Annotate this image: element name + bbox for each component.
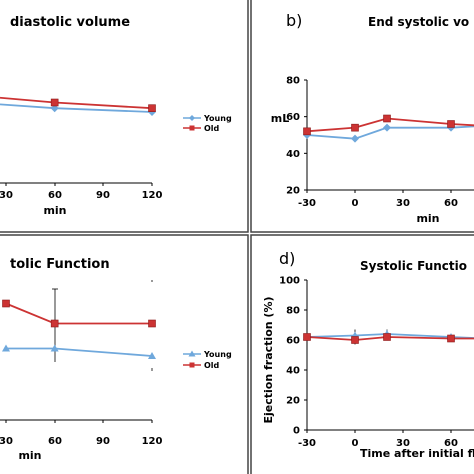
series-young-point — [351, 134, 359, 143]
panel-b-y-tick-label: 80 — [286, 76, 300, 87]
panel-d-y-axis-label: Ejection fraction (%) — [262, 297, 275, 424]
series-old-line — [54, 101, 153, 110]
panel-d-frame — [250, 234, 474, 474]
series-old-point — [303, 333, 311, 341]
panel-d-y-ticks: 0 20 40 60 80 100 — [279, 276, 307, 437]
panel-b-x-tick-label: 60 — [444, 198, 458, 209]
panel-b-x-tick-label: 30 — [396, 198, 410, 209]
series-old-point — [447, 120, 455, 128]
panel-a-x-tick-label: 90 — [96, 190, 110, 201]
panel-b-y-ticks: 20 40 60 80 — [286, 76, 307, 197]
panel-d-x-tick-label: -30 — [298, 438, 316, 449]
series-old-point — [303, 127, 311, 136]
series-old-point — [50, 98, 59, 107]
series-old-point — [447, 334, 455, 343]
panel-c-x-tick-label: 60 — [48, 436, 62, 447]
panel-b-y-tick-label: 40 — [286, 149, 300, 160]
panel-b-y-axis-label: mL — [271, 112, 289, 125]
panel-c: tolic Function 30 60 90 120 min Young Ol… — [0, 257, 232, 462]
series-old-point — [383, 333, 391, 341]
series-young-line — [6, 347, 153, 357]
legend-old-marker — [189, 362, 195, 368]
series-old-point — [2, 299, 10, 308]
panel-d-x-tick-label: 60 — [444, 438, 458, 449]
panel-a-title: diastolic volume — [10, 15, 130, 30]
series-young-line — [54, 107, 153, 113]
panel-d: d) Systolic Functio Ejection fraction (%… — [262, 249, 474, 460]
series-old-point — [148, 319, 156, 328]
panel-c-title: tolic Function — [10, 257, 110, 272]
panel-b-y-tick-label: 20 — [286, 186, 300, 197]
panel-a-x-axis-label: min — [43, 204, 66, 217]
series-young-point — [148, 352, 156, 359]
panel-d-data-marks — [303, 329, 474, 345]
panel-d-label: d) — [279, 249, 295, 268]
panel-d-x-tick-label: 0 — [352, 438, 359, 449]
panel-b-data-marks — [303, 114, 474, 143]
panel-b-title: End systolic vo — [368, 15, 469, 29]
panel-c-x-tick-label: 30 — [0, 436, 13, 447]
panel-a-legend: Young Old — [183, 114, 232, 133]
panel-a: diastolic volume 30 60 90 120 min Young … — [0, 15, 232, 217]
series-young-line-lead — [0, 103, 55, 110]
panel-b-y-tick-label: 60 — [286, 112, 300, 123]
series-young-point — [383, 123, 391, 132]
panel-d-x-axis-label: Time after initial fluid — [360, 447, 474, 460]
legend-old-label: Old — [204, 124, 220, 133]
legend-young-marker — [188, 350, 196, 357]
panel-d-y-tick-label: 60 — [286, 336, 300, 347]
panel-c-data-marks — [2, 280, 156, 371]
legend-old-label: Old — [204, 361, 220, 370]
series-old-line-lead — [0, 96, 55, 104]
panel-b-x-axis-label: min — [416, 212, 439, 225]
panel-c-legend: Young Old — [183, 350, 232, 370]
panel-a-x-tick-label: 30 — [0, 190, 13, 201]
panel-b-x-ticks: -30 0 30 60 — [298, 190, 458, 209]
series-young-point — [2, 344, 10, 352]
panel-c-x-tick-label: 120 — [142, 436, 163, 447]
panel-d-y-tick-label: 20 — [286, 396, 300, 407]
panel-a-frame — [0, 0, 249, 233]
series-old-point — [383, 114, 391, 123]
panel-b: b) End systolic vo mL min 20 40 60 80 -30 0 3… — [271, 11, 474, 225]
panel-b-x-tick-label: 0 — [352, 198, 359, 209]
panel-d-y-tick-label: 80 — [286, 306, 300, 317]
legend-young-label: Young — [203, 350, 232, 359]
panel-d-title: Systolic Functio — [360, 259, 467, 273]
panel-d-x-ticks: -30 0 30 60 — [298, 430, 458, 449]
series-old-point — [148, 104, 156, 112]
series-old-point — [50, 319, 59, 328]
panel-a-x-tick-label: 120 — [142, 190, 163, 201]
series-old-point — [351, 336, 359, 344]
panel-a-x-tick-label: 60 — [48, 190, 62, 201]
panel-a-data-marks — [0, 96, 156, 116]
legend-young-marker — [189, 115, 195, 121]
panel-c-frame — [0, 234, 249, 474]
legend-old-marker — [189, 125, 195, 131]
series-old-line — [5, 302, 152, 325]
panel-d-y-tick-label: 0 — [293, 426, 300, 437]
panel-b-label: b) — [286, 11, 302, 30]
panel-d-y-tick-label: 100 — [279, 276, 300, 287]
panel-c-x-tick-label: 90 — [96, 436, 110, 447]
panel-d-y-tick-label: 40 — [286, 366, 300, 377]
series-old-point — [351, 123, 359, 132]
panel-d-x-tick-label: 30 — [396, 438, 410, 449]
panel-b-frame — [250, 0, 474, 233]
series-young-point — [50, 344, 59, 352]
panel-c-x-axis-label: min — [18, 449, 41, 462]
panel-b-x-tick-label: -30 — [298, 198, 316, 209]
legend-young-label: Young — [203, 114, 232, 123]
